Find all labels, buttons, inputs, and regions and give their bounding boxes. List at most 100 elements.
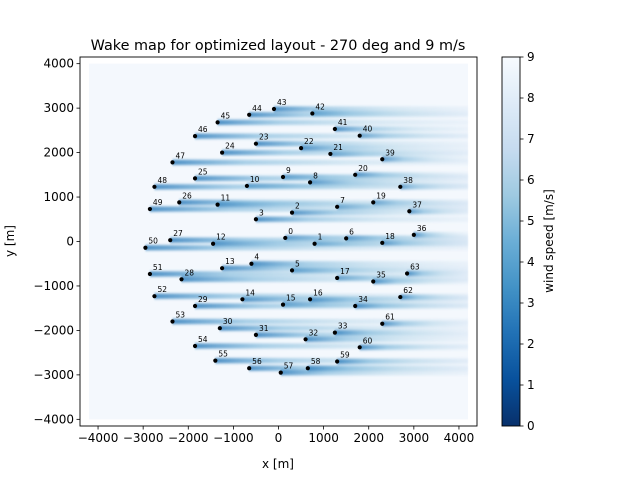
turbine-marker-40 — [357, 133, 362, 138]
turbine-marker-24 — [220, 150, 225, 155]
turbine-marker-2 — [289, 210, 295, 215]
colorbar-tick-label: 1 — [527, 378, 535, 392]
y-tick-label: −1000 — [33, 279, 74, 293]
turbine-marker-5 — [289, 268, 295, 273]
wake-18 — [382, 240, 468, 246]
turbine-marker-26 — [177, 200, 182, 205]
turbine-label-62: 62 — [403, 286, 413, 295]
y-tick-label: 4000 — [43, 57, 74, 71]
turbine-marker-41 — [332, 126, 337, 132]
turbine-layer: 0123456789101112131415161718192021222324… — [143, 98, 427, 375]
turbine-label-27: 27 — [173, 229, 183, 238]
turbine-label-13: 13 — [225, 257, 235, 266]
turbine-marker-59 — [335, 359, 340, 364]
turbine-label-33: 33 — [338, 322, 348, 331]
wake-layer — [145, 106, 468, 376]
turbine-marker-45 — [215, 120, 220, 125]
wake-46 — [195, 133, 468, 139]
wake-28 — [181, 276, 468, 282]
wake-35 — [373, 278, 468, 285]
x-tick-label: 2000 — [353, 431, 384, 445]
turbine-label-54: 54 — [198, 335, 208, 344]
wake-52 — [154, 293, 468, 299]
wake-53 — [172, 318, 468, 325]
y-tick-label: −2000 — [33, 323, 74, 337]
turbine-label-22: 22 — [304, 137, 314, 146]
x-tick-label: 3000 — [399, 431, 430, 445]
turbine-marker-25 — [192, 176, 198, 181]
turbine-marker-33 — [332, 330, 337, 335]
turbine-marker-3 — [253, 217, 259, 222]
turbine-label-57: 57 — [284, 362, 294, 371]
turbine-marker-60 — [357, 345, 362, 350]
wake-44 — [249, 112, 468, 118]
turbine-marker-36 — [411, 232, 416, 237]
turbine-marker-61 — [380, 321, 385, 326]
turbine-marker-43 — [271, 106, 277, 112]
y-axis: −4000 −3000 −2000 −1000 0 1000 2000 3000 4000 — [33, 57, 80, 426]
wake-12 — [213, 241, 468, 247]
y-tick-label: 1000 — [43, 190, 74, 204]
turbine-label-36: 36 — [417, 224, 427, 233]
turbine-marker-38 — [398, 184, 403, 189]
turbine-marker-56 — [247, 366, 252, 371]
turbine-label-53: 53 — [175, 311, 185, 320]
turbine-marker-39 — [380, 157, 385, 162]
wake-13 — [222, 265, 468, 271]
turbine-label-43: 43 — [277, 98, 287, 107]
turbine-marker-58 — [305, 366, 310, 371]
wake-29 — [195, 303, 468, 309]
turbine-marker-9 — [280, 174, 286, 180]
turbine-label-3: 3 — [259, 208, 264, 217]
x-tick-label: 0 — [275, 431, 283, 445]
turbine-marker-11 — [215, 202, 220, 207]
turbine-marker-31 — [253, 332, 259, 337]
turbine-marker-0 — [283, 235, 288, 241]
turbine-label-17: 17 — [340, 267, 350, 276]
turbine-marker-13 — [220, 266, 225, 271]
colorbar-tick-label: 4 — [527, 255, 535, 269]
wake-4 — [251, 261, 468, 267]
y-axis-label: y [m] — [3, 225, 17, 257]
x-axis-label: x [m] — [262, 457, 294, 471]
turbine-label-56: 56 — [252, 357, 262, 366]
turbine-marker-28 — [179, 277, 184, 282]
turbine-label-32: 32 — [309, 328, 319, 337]
colorbar — [501, 56, 521, 427]
colorbar-tick-label: 2 — [527, 337, 535, 351]
turbine-label-49: 49 — [153, 198, 163, 207]
turbine-label-44: 44 — [252, 104, 262, 113]
wake-61 — [382, 321, 468, 327]
wake-60 — [359, 344, 468, 350]
turbine-marker-44 — [247, 112, 252, 117]
turbine-marker-63 — [404, 271, 410, 276]
wake-57 — [280, 370, 468, 376]
turbine-label-29: 29 — [198, 295, 208, 304]
wake-33 — [334, 330, 468, 336]
wake-16 — [310, 296, 468, 302]
turbine-label-42: 42 — [315, 102, 325, 111]
turbine-label-4: 4 — [254, 253, 259, 262]
turbine-label-52: 52 — [157, 285, 167, 294]
turbine-marker-1 — [312, 241, 317, 246]
turbine-marker-37 — [407, 209, 412, 214]
turbine-marker-62 — [398, 294, 403, 300]
turbine-marker-15 — [280, 302, 286, 307]
turbine-marker-46 — [192, 134, 198, 139]
turbine-label-19: 19 — [376, 191, 386, 200]
turbine-label-47: 47 — [175, 151, 185, 160]
wake-39 — [382, 156, 468, 162]
turbine-marker-57 — [278, 370, 283, 375]
turbine-label-63: 63 — [410, 263, 420, 272]
wake-51 — [149, 271, 468, 277]
wake-48 — [154, 184, 468, 190]
colorbar-axis: 0 1 2 3 4 5 6 7 8 9 — [520, 50, 535, 433]
y-tick-label: 2000 — [43, 146, 74, 160]
wake-49 — [149, 206, 468, 212]
wake-32 — [305, 336, 468, 342]
chart-title: Wake map for optimized layout - 270 deg … — [91, 38, 466, 54]
turbine-marker-29 — [192, 303, 198, 309]
turbine-marker-42 — [310, 111, 315, 116]
